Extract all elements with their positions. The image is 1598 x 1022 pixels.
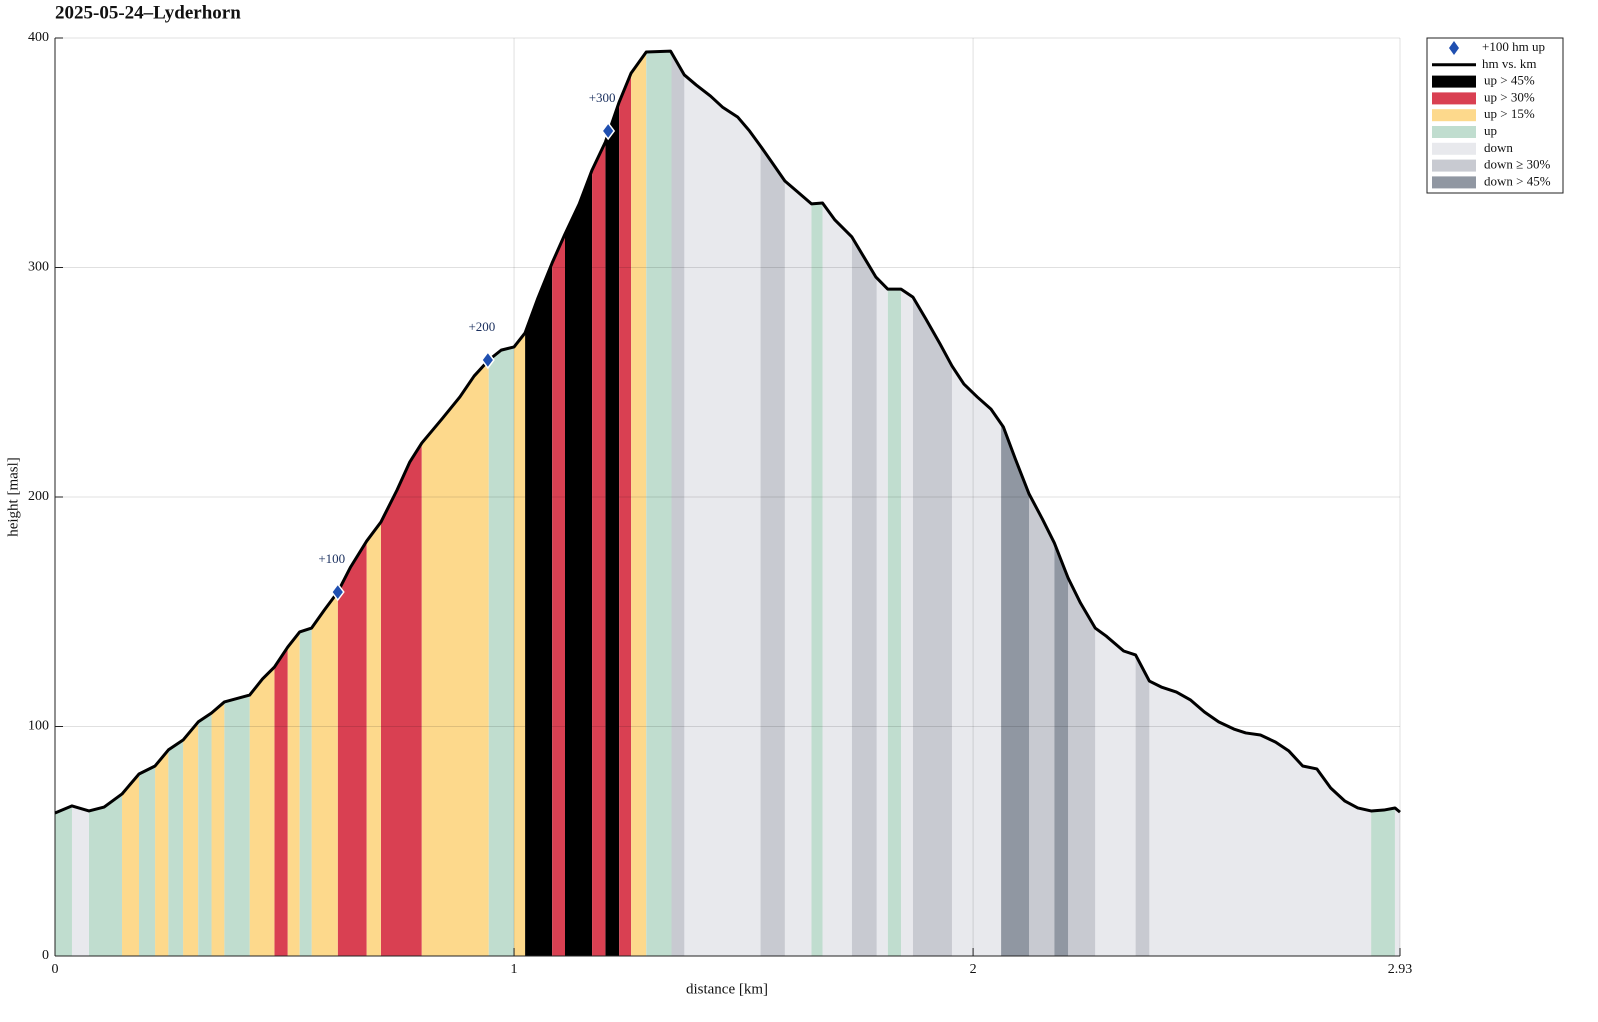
legend-swatch bbox=[1432, 142, 1476, 155]
legend-label: down ≥ 30% bbox=[1484, 157, 1551, 172]
grade-band bbox=[183, 721, 199, 956]
legend-label: up > 30% bbox=[1484, 89, 1535, 104]
grade-band bbox=[619, 73, 632, 956]
grade-band bbox=[1394, 807, 1400, 956]
grade-band bbox=[366, 522, 381, 956]
grade-band bbox=[122, 774, 140, 956]
marker-label: +100 bbox=[318, 551, 345, 566]
grade-band bbox=[139, 765, 156, 956]
legend-label: down bbox=[1484, 140, 1513, 155]
legend-label: up > 15% bbox=[1484, 106, 1535, 121]
grade-band bbox=[71, 805, 89, 956]
grade-band bbox=[224, 695, 250, 956]
grade-band bbox=[287, 631, 300, 956]
x-tick-label: 2.93 bbox=[1388, 962, 1413, 977]
grade-band bbox=[822, 203, 852, 956]
legend-label: down > 45% bbox=[1484, 173, 1551, 188]
chart-title: 2025-05-24–Lyderhorn bbox=[55, 2, 241, 23]
grade-band bbox=[1095, 628, 1136, 956]
grade-band bbox=[646, 51, 672, 957]
legend-swatch bbox=[1432, 126, 1476, 138]
legend-label: +100 hm up bbox=[1482, 39, 1545, 54]
grade-band bbox=[1001, 423, 1030, 956]
grade-band bbox=[421, 359, 489, 956]
grade-band bbox=[1371, 807, 1395, 956]
hm-marker bbox=[601, 121, 616, 141]
grade-band bbox=[592, 141, 606, 956]
grade-band bbox=[876, 277, 888, 956]
hm-marker bbox=[330, 582, 345, 602]
grade-band bbox=[1135, 654, 1150, 956]
grade-band bbox=[684, 74, 761, 956]
x-tick-label: 2 bbox=[970, 962, 977, 977]
y-tick-label: 400 bbox=[28, 30, 49, 45]
hm-marker bbox=[480, 350, 495, 370]
grade-band bbox=[88, 793, 123, 956]
y-tick-label: 100 bbox=[28, 719, 49, 734]
grade-band bbox=[1054, 542, 1069, 956]
marker-label: +200 bbox=[468, 319, 495, 334]
grade-band bbox=[274, 647, 288, 956]
y-tick-label: 300 bbox=[28, 260, 49, 275]
grade-band bbox=[564, 169, 593, 956]
x-tick-label: 1 bbox=[511, 962, 518, 977]
grade-band bbox=[488, 346, 515, 957]
grade-band bbox=[198, 712, 212, 956]
legend-swatch bbox=[1432, 159, 1476, 172]
legend-label: up > 45% bbox=[1484, 73, 1535, 88]
grade-band bbox=[901, 289, 913, 956]
y-tick-label: 200 bbox=[28, 489, 49, 504]
grade-band bbox=[631, 51, 647, 956]
grade-band bbox=[887, 289, 902, 956]
grade-band bbox=[168, 740, 184, 956]
grade-band bbox=[912, 297, 952, 957]
legend-swatch bbox=[1432, 92, 1476, 105]
grade-band bbox=[1149, 681, 1372, 956]
marker-label: +300 bbox=[589, 90, 616, 105]
y-tick-label: 0 bbox=[42, 948, 49, 963]
grade-band bbox=[55, 805, 72, 956]
legend-swatch bbox=[1432, 75, 1476, 88]
grade-band bbox=[671, 52, 685, 956]
grade-band bbox=[1029, 494, 1055, 956]
grade-band bbox=[552, 233, 565, 957]
grade-band bbox=[337, 541, 367, 956]
x-tick-label: 0 bbox=[52, 962, 59, 977]
grade-band bbox=[311, 592, 338, 956]
legend-label: hm vs. km bbox=[1482, 56, 1537, 71]
legend-swatch bbox=[1432, 109, 1476, 122]
y-axis-label: height [masl] bbox=[5, 457, 21, 537]
grade-band bbox=[851, 236, 877, 956]
legend-swatch bbox=[1449, 41, 1459, 55]
profile-line bbox=[54, 49, 1401, 815]
legend-swatch bbox=[1432, 176, 1476, 189]
grade-band bbox=[525, 262, 553, 956]
x-axis-label: distance [km] bbox=[686, 981, 768, 997]
grade-band bbox=[155, 749, 169, 956]
grade-band bbox=[605, 102, 620, 956]
grade-band bbox=[249, 667, 275, 956]
grade-band bbox=[1068, 578, 1096, 956]
grade-band bbox=[784, 180, 812, 956]
legend-label: up bbox=[1484, 123, 1497, 138]
grade-band bbox=[299, 628, 312, 956]
grade-band bbox=[951, 365, 1002, 956]
grade-band bbox=[514, 332, 526, 957]
grade-band bbox=[760, 146, 785, 957]
grade-band bbox=[380, 443, 422, 956]
grade-band bbox=[811, 203, 823, 956]
grade-band bbox=[211, 701, 225, 956]
